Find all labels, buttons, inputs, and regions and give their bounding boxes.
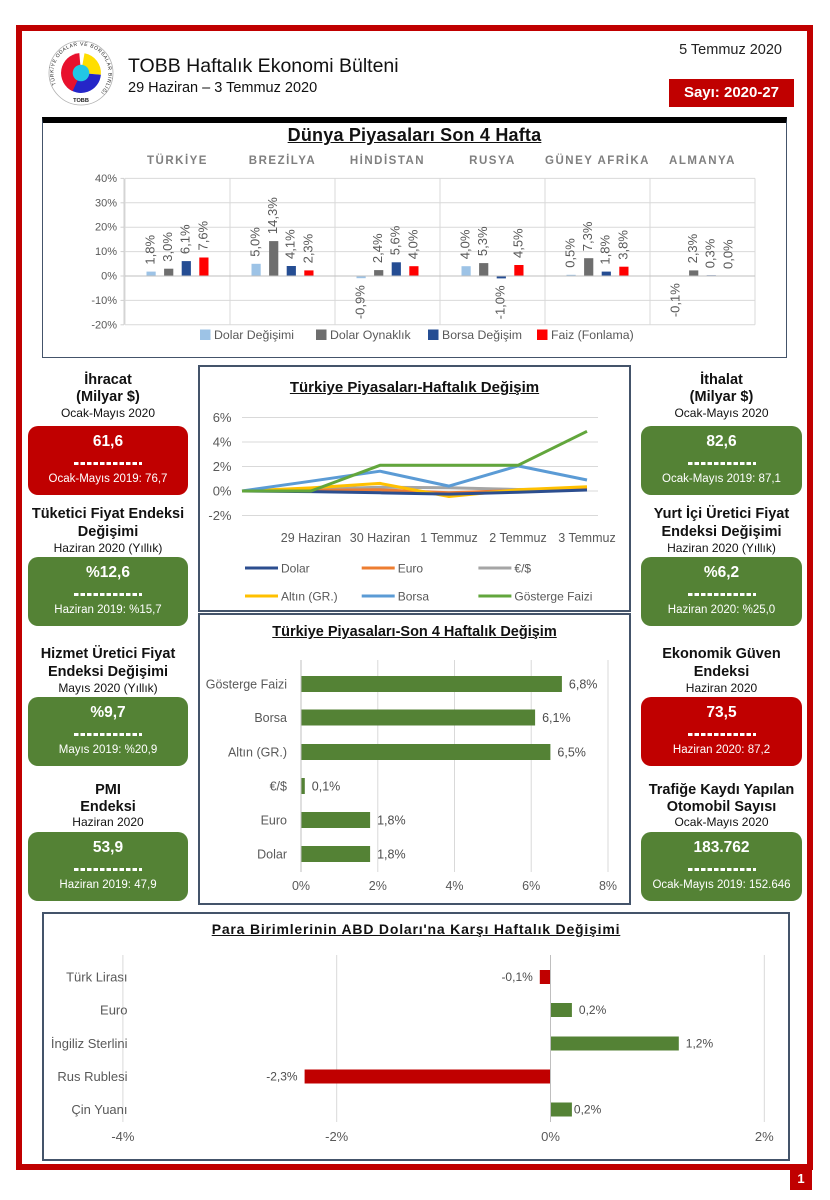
svg-text:-0,9%: -0,9%: [353, 285, 368, 319]
svg-text:2 Temmuz: 2 Temmuz: [489, 531, 546, 545]
svg-text:1 Temmuz: 1 Temmuz: [420, 531, 477, 545]
svg-text:0%: 0%: [101, 271, 117, 283]
svg-text:2%: 2%: [755, 1129, 774, 1144]
svg-text:Türk Lirası: Türk Lirası: [66, 970, 127, 985]
svg-text:0%: 0%: [292, 879, 310, 893]
svg-text:4,0%: 4,0%: [458, 229, 473, 259]
svg-text:7,3%: 7,3%: [580, 221, 595, 251]
svg-text:2%: 2%: [369, 879, 387, 893]
svg-text:Dolar: Dolar: [281, 562, 310, 576]
svg-text:0%: 0%: [541, 1129, 560, 1144]
svg-text:3,8%: 3,8%: [615, 230, 630, 260]
svg-text:-4%: -4%: [111, 1129, 135, 1144]
svg-text:TOBB: TOBB: [73, 98, 89, 104]
svg-text:Euro: Euro: [398, 562, 424, 576]
svg-text:RUSYA: RUSYA: [469, 155, 516, 167]
svg-text:1,8%: 1,8%: [377, 848, 406, 862]
svg-text:4,1%: 4,1%: [283, 229, 298, 259]
svg-text:-2%: -2%: [208, 508, 232, 523]
svg-text:1,2%: 1,2%: [686, 1037, 714, 1051]
svg-text:€/$: €/$: [514, 562, 531, 576]
svg-text:Euro: Euro: [100, 1003, 127, 1018]
svg-text:0,5%: 0,5%: [563, 238, 578, 268]
svg-text:5,0%: 5,0%: [248, 227, 263, 257]
svg-text:Rus Rublesi: Rus Rublesi: [57, 1069, 127, 1084]
svg-text:1,8%: 1,8%: [377, 814, 406, 828]
svg-text:5,3%: 5,3%: [475, 226, 490, 256]
svg-text:Dolar Değişimi: Dolar Değişimi: [214, 328, 294, 342]
svg-text:-0,1%: -0,1%: [501, 970, 533, 984]
svg-text:0,3%: 0,3%: [703, 238, 718, 268]
svg-text:1,8%: 1,8%: [143, 235, 158, 265]
svg-text:-2%: -2%: [325, 1129, 349, 1144]
svg-text:8%: 8%: [599, 879, 617, 893]
svg-text:€/$: €/$: [270, 780, 287, 794]
svg-text:2%: 2%: [213, 459, 232, 474]
svg-text:40%: 40%: [95, 173, 117, 185]
svg-text:Altın (GR.): Altın (GR.): [281, 590, 338, 604]
svg-text:0%: 0%: [213, 484, 232, 499]
svg-text:6,1%: 6,1%: [542, 711, 571, 725]
svg-text:HİNDİSTAN: HİNDİSTAN: [350, 154, 425, 167]
svg-text:Çin Yuanı: Çin Yuanı: [71, 1102, 127, 1117]
svg-text:Borsa Değişim: Borsa Değişim: [442, 328, 522, 342]
svg-text:İngiliz Sterlini: İngiliz Sterlini: [51, 1036, 128, 1051]
svg-text:0,0%: 0,0%: [720, 239, 735, 269]
svg-text:14,3%: 14,3%: [265, 197, 280, 234]
svg-text:2,3%: 2,3%: [685, 233, 700, 263]
svg-text:Altın (GR.): Altın (GR.): [228, 746, 287, 760]
svg-text:4,0%: 4,0%: [405, 229, 420, 259]
svg-text:7,6%: 7,6%: [195, 220, 210, 250]
svg-text:-10%: -10%: [91, 295, 117, 307]
svg-text:BREZİLYA: BREZİLYA: [249, 154, 316, 167]
svg-text:6%: 6%: [213, 410, 232, 425]
svg-text:0,1%: 0,1%: [312, 780, 341, 794]
svg-text:10%: 10%: [95, 246, 117, 258]
svg-text:-1,0%: -1,0%: [493, 285, 508, 319]
svg-text:GÜNEY AFRİKA: GÜNEY AFRİKA: [545, 154, 650, 167]
svg-text:Dolar Oynaklık: Dolar Oynaklık: [330, 328, 411, 342]
svg-text:-0,1%: -0,1%: [668, 283, 683, 317]
svg-text:3 Temmuz: 3 Temmuz: [558, 531, 615, 545]
svg-text:Euro: Euro: [261, 814, 287, 828]
svg-text:4%: 4%: [213, 435, 232, 450]
svg-text:-20%: -20%: [91, 319, 117, 331]
svg-text:Gösterge Faizi: Gösterge Faizi: [514, 590, 592, 604]
svg-text:30 Haziran: 30 Haziran: [350, 531, 410, 545]
svg-text:29 Haziran: 29 Haziran: [281, 531, 341, 545]
svg-text:6%: 6%: [522, 879, 540, 893]
svg-text:TÜRKİYE: TÜRKİYE: [147, 154, 208, 167]
svg-text:30%: 30%: [95, 197, 117, 209]
svg-text:4,5%: 4,5%: [510, 228, 525, 258]
svg-text:6,5%: 6,5%: [557, 746, 586, 760]
svg-text:3,0%: 3,0%: [160, 232, 175, 262]
svg-text:Dolar: Dolar: [257, 848, 287, 862]
svg-text:20%: 20%: [95, 222, 117, 234]
svg-text:ALMANYA: ALMANYA: [669, 155, 736, 167]
svg-text:2,3%: 2,3%: [300, 233, 315, 263]
svg-text:2,4%: 2,4%: [370, 233, 385, 263]
svg-text:0,2%: 0,2%: [574, 1103, 602, 1117]
svg-text:6,8%: 6,8%: [569, 678, 598, 692]
svg-text:1,8%: 1,8%: [598, 235, 613, 265]
svg-text:Borsa: Borsa: [254, 711, 287, 725]
svg-text:Borsa: Borsa: [398, 590, 430, 604]
svg-text:Gösterge Faizi: Gösterge Faizi: [206, 678, 287, 692]
svg-text:0,2%: 0,2%: [579, 1003, 607, 1017]
svg-text:Faiz (Fonlama): Faiz (Fonlama): [551, 328, 634, 342]
svg-text:4%: 4%: [445, 879, 463, 893]
svg-text:5,6%: 5,6%: [388, 225, 403, 255]
svg-text:-2,3%: -2,3%: [266, 1070, 298, 1084]
svg-text:6,1%: 6,1%: [178, 224, 193, 254]
